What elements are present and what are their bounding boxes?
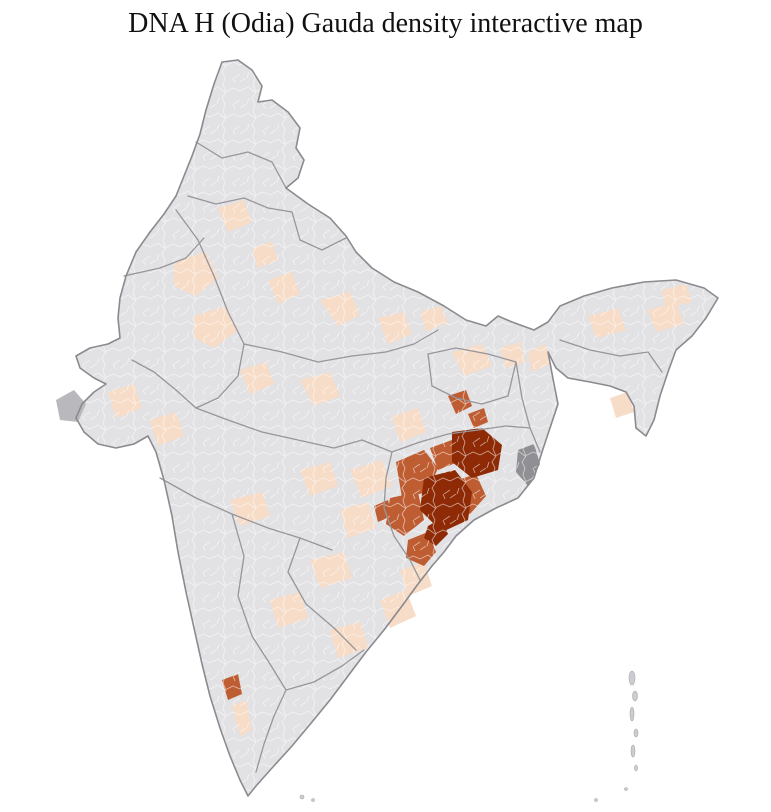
island xyxy=(629,706,635,722)
island xyxy=(624,787,628,791)
district-border-texture xyxy=(76,60,718,796)
island xyxy=(632,690,638,702)
island xyxy=(630,744,636,758)
island xyxy=(594,798,598,802)
islands xyxy=(299,670,639,802)
district-region-low[interactable] xyxy=(610,392,634,418)
island xyxy=(633,728,639,738)
island xyxy=(311,798,315,802)
state-borders xyxy=(123,141,663,773)
island xyxy=(628,670,636,686)
island xyxy=(634,764,638,772)
page-title: DNA H (Odia) Gauda density interactive m… xyxy=(128,8,643,39)
island xyxy=(299,794,305,800)
